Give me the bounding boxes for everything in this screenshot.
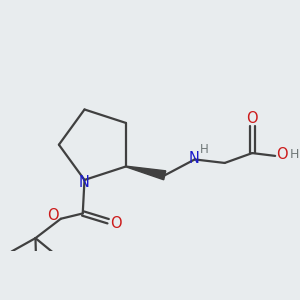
Text: O: O bbox=[276, 147, 288, 162]
Text: H: H bbox=[290, 148, 300, 160]
Text: N: N bbox=[189, 151, 200, 166]
Text: H: H bbox=[200, 143, 209, 156]
Polygon shape bbox=[126, 166, 166, 180]
Text: O: O bbox=[110, 216, 122, 231]
Text: O: O bbox=[246, 111, 258, 126]
Text: O: O bbox=[47, 208, 59, 224]
Text: N: N bbox=[79, 175, 90, 190]
